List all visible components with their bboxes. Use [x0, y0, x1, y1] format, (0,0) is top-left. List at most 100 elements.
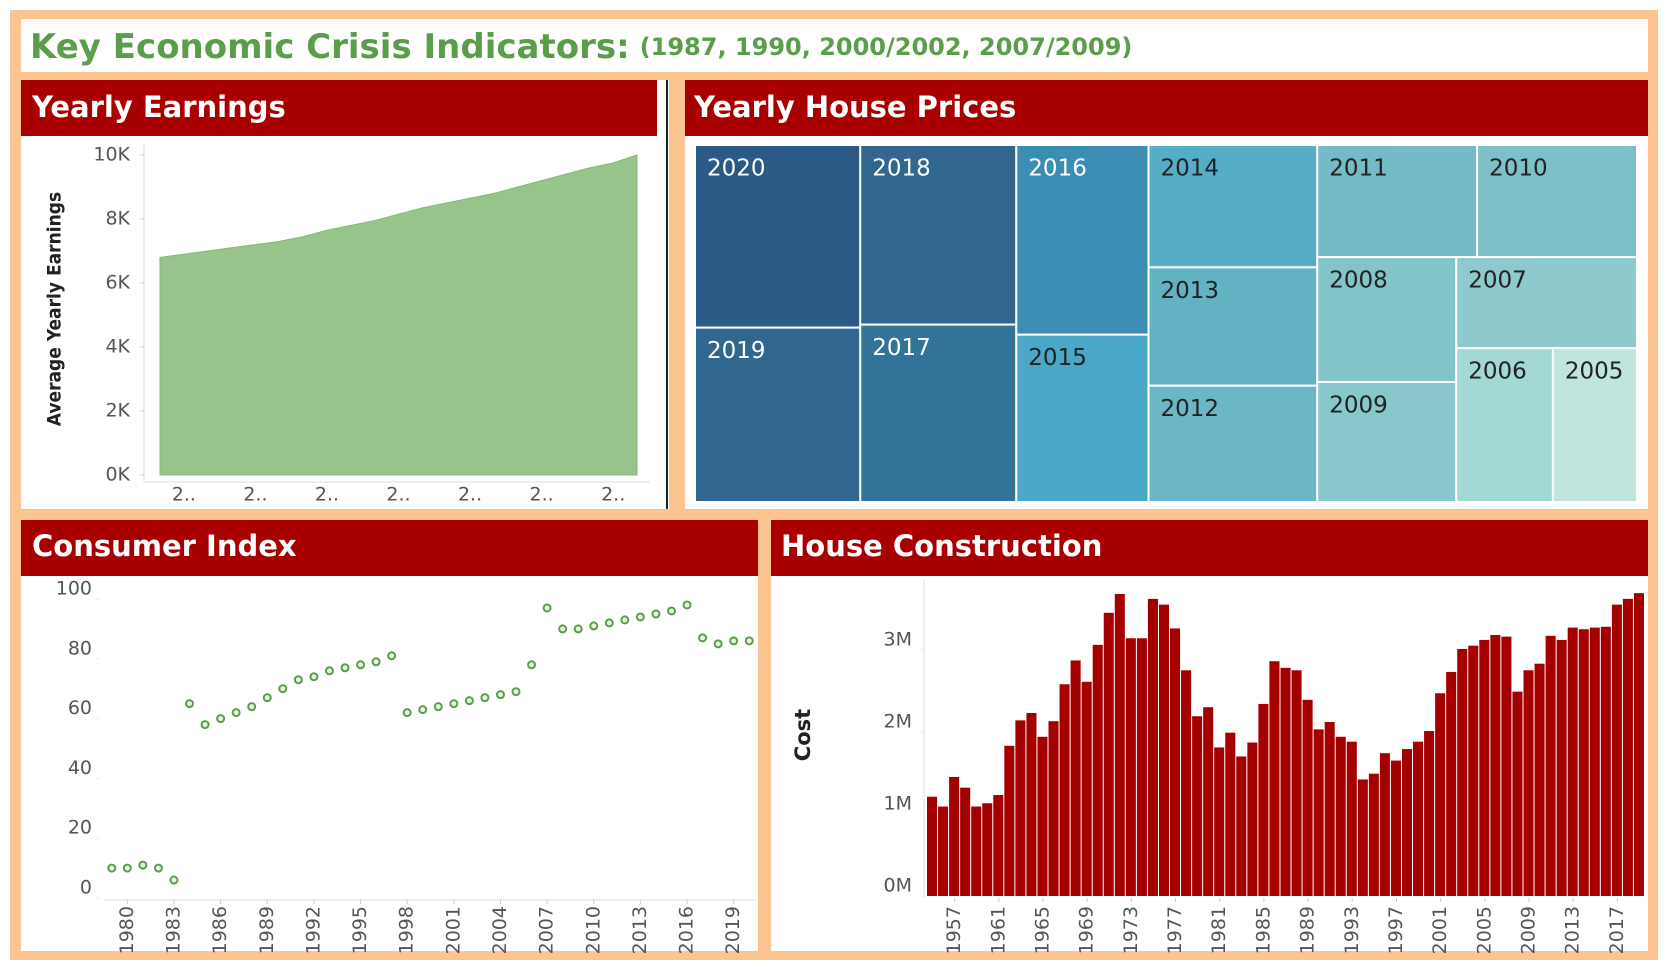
x-tick-label: 1983 — [162, 906, 184, 954]
treemap-cell — [1551, 347, 1638, 503]
point — [542, 603, 552, 613]
point — [356, 660, 366, 670]
bar — [1037, 736, 1048, 896]
bar — [1147, 598, 1158, 896]
point — [340, 663, 350, 673]
bar — [1313, 729, 1324, 896]
x-tick-label: 1973 — [1120, 906, 1142, 954]
y-tick-label: 80 — [68, 637, 92, 659]
x-tick-label: 2009 — [1518, 906, 1540, 954]
bar — [1512, 691, 1523, 896]
bar — [1357, 779, 1368, 896]
point — [107, 863, 117, 873]
treemap-cell — [1015, 333, 1150, 503]
point — [698, 633, 708, 643]
y-tick-label: 60 — [68, 697, 92, 719]
bar — [1567, 627, 1578, 896]
bar — [938, 806, 949, 896]
x-tick-label: 2005 — [1473, 906, 1495, 954]
y-tick-label: 0M — [884, 875, 912, 897]
x-tick-label: 1957 — [943, 906, 965, 954]
bar — [1335, 736, 1346, 896]
x-tick-label: 1995 — [349, 906, 371, 954]
y-tick-label: 1M — [884, 792, 912, 814]
x-tick-label: 1961 — [987, 906, 1009, 954]
cell-label: 2019 — [707, 338, 766, 364]
cell-label: 2009 — [1329, 393, 1388, 419]
x-tick-label: 1998 — [396, 906, 418, 954]
y-tick-label: 3M — [884, 628, 912, 650]
point — [635, 612, 645, 622]
cell-label: 2007 — [1468, 268, 1527, 294]
treemap-cell — [1476, 144, 1638, 259]
point — [231, 708, 241, 718]
bar — [1523, 670, 1534, 896]
bar — [1468, 645, 1479, 896]
point — [744, 636, 754, 646]
x-tick-label: 2013 — [1562, 906, 1584, 954]
panel-header — [771, 520, 1648, 576]
x-tick-label: 1977 — [1164, 906, 1186, 954]
bar — [1004, 745, 1015, 896]
bar — [1258, 703, 1269, 896]
bar — [1446, 671, 1457, 896]
bar — [1368, 773, 1379, 896]
bar — [1534, 663, 1545, 896]
bar — [1048, 721, 1059, 896]
treemap-cell — [1147, 384, 1319, 504]
x-tick-label: 2.. — [243, 484, 267, 506]
panel-title: Yearly Earnings — [31, 90, 286, 124]
point — [558, 624, 568, 634]
bar — [927, 796, 938, 896]
bar — [1081, 681, 1092, 896]
y-tick-label: 2K — [105, 400, 130, 422]
cell-label: 2012 — [1161, 396, 1220, 422]
y-tick-label: 20 — [68, 817, 92, 839]
x-tick-label: 2004 — [489, 906, 511, 954]
x-tick-label: 1980 — [116, 906, 138, 954]
y-tick-label: 6K — [105, 272, 130, 294]
point — [729, 636, 739, 646]
bar — [1291, 670, 1302, 896]
treemap-cell — [1316, 144, 1479, 259]
bar — [1125, 638, 1136, 896]
x-tick-label: 2007 — [536, 906, 558, 954]
point — [200, 720, 210, 730]
x-tick-label: 1989 — [256, 906, 278, 954]
x-tick-label: 2001 — [1429, 906, 1451, 954]
point — [138, 860, 148, 870]
bar — [1070, 660, 1081, 896]
y-tick-label: 2M — [884, 710, 912, 732]
bar — [1203, 707, 1214, 896]
x-tick-label: 1993 — [1341, 906, 1363, 954]
bar — [1390, 760, 1401, 896]
panel-header — [21, 80, 657, 136]
bar — [1622, 598, 1633, 896]
bar — [1556, 639, 1567, 896]
x-tick-label: 1986 — [209, 906, 231, 954]
cell-label: 2020 — [707, 156, 766, 182]
cell-label: 2008 — [1329, 268, 1388, 294]
point — [464, 696, 474, 706]
point — [511, 687, 521, 697]
bar — [1214, 747, 1225, 896]
point — [480, 693, 490, 703]
cell-label: 2006 — [1468, 359, 1527, 385]
x-tick-label: 1989 — [1297, 906, 1319, 954]
bar — [1103, 612, 1114, 896]
bar — [1545, 635, 1556, 896]
point — [216, 714, 226, 724]
bar — [1225, 732, 1236, 896]
bar — [1578, 629, 1589, 896]
point — [620, 615, 630, 625]
point — [185, 699, 195, 709]
point — [278, 684, 288, 694]
point — [604, 618, 614, 628]
bar — [1346, 741, 1357, 896]
treemap-cell — [859, 323, 1018, 503]
treemap-cell — [694, 326, 862, 503]
title-box — [21, 19, 1648, 72]
point — [387, 651, 397, 661]
x-tick-label: 1997 — [1385, 906, 1407, 954]
point — [309, 672, 319, 682]
